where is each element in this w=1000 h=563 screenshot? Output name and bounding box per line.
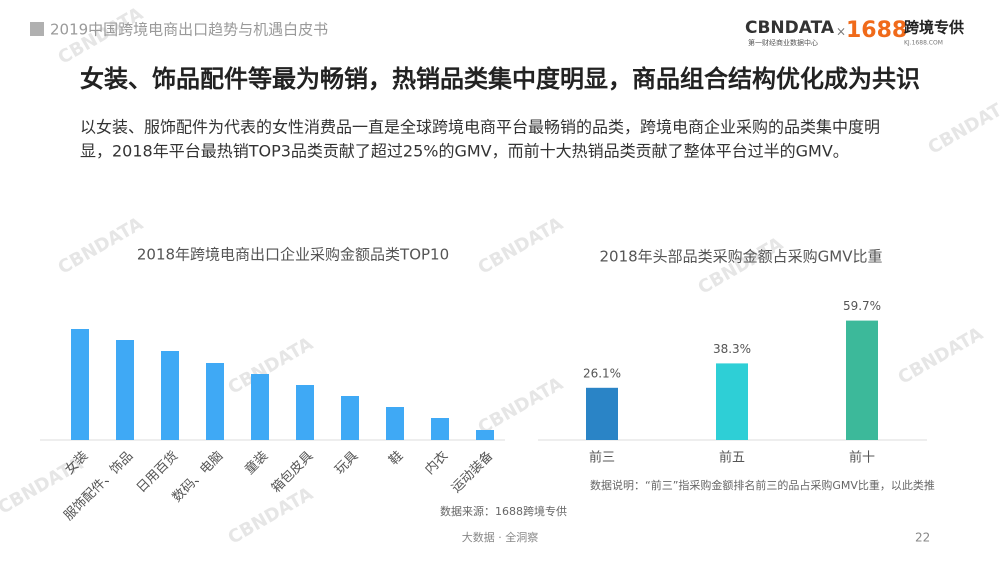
chart-title: 2018年头部品类采购金额占采购GMV比重 bbox=[599, 248, 882, 266]
bar bbox=[586, 387, 618, 440]
bar bbox=[341, 396, 359, 440]
bar bbox=[716, 363, 748, 440]
logo-brand: CBNDATA bbox=[745, 18, 835, 38]
x-tick-label: 前十 bbox=[849, 450, 875, 466]
logo-partner-name: 跨境专供 bbox=[904, 19, 964, 37]
logo-brand-sub: 第一财经商业数据中心 bbox=[748, 38, 818, 47]
slide-title: 女装、饰品配件等最为畅销，热销品类集中度明显，商品组合结构优化成为共识 bbox=[80, 65, 920, 93]
bar bbox=[251, 374, 269, 440]
logo-partner: 1688 bbox=[846, 18, 907, 43]
body-line: 以女装、服饰配件为代表的女性消费品一直是全球跨境电商平台最畅销的品类，跨境电商企… bbox=[80, 118, 880, 137]
body-line: 显，2018年平台最热销TOP3品类贡献了超过25%的GMV，而前十大热销品类贡… bbox=[80, 142, 849, 161]
chart-title: 2018年跨境电商出口企业采购金额品类TOP10 bbox=[137, 246, 449, 264]
page-number: 22 bbox=[915, 531, 930, 545]
bar bbox=[386, 407, 404, 440]
value-label: 26.1% bbox=[583, 366, 621, 380]
bar bbox=[846, 320, 878, 440]
data-note: 数据说明：“前三”指采购金额排名前三的品占采购GMV比重，以此类推 bbox=[590, 478, 935, 492]
x-tick-label: 前五 bbox=[719, 450, 745, 466]
bar bbox=[161, 351, 179, 440]
bar bbox=[296, 385, 314, 440]
bar bbox=[71, 329, 89, 440]
value-label: 59.7% bbox=[843, 299, 881, 313]
bar bbox=[206, 363, 224, 440]
header-square bbox=[30, 22, 44, 36]
bar bbox=[116, 340, 134, 440]
header-title: 2019中国跨境电商出口趋势与机遇白皮书 bbox=[50, 21, 328, 39]
source-note: 数据来源：1688跨境专供 bbox=[440, 504, 567, 518]
x-tick-label: 前三 bbox=[589, 450, 615, 466]
bar bbox=[431, 418, 449, 440]
logo-cross: × bbox=[836, 25, 846, 39]
bar bbox=[476, 430, 494, 440]
logo-partner-url: KJ.1688.COM bbox=[904, 40, 943, 47]
footer-slogan: 大数据 · 全洞察 bbox=[462, 530, 539, 544]
value-label: 38.3% bbox=[713, 342, 751, 356]
